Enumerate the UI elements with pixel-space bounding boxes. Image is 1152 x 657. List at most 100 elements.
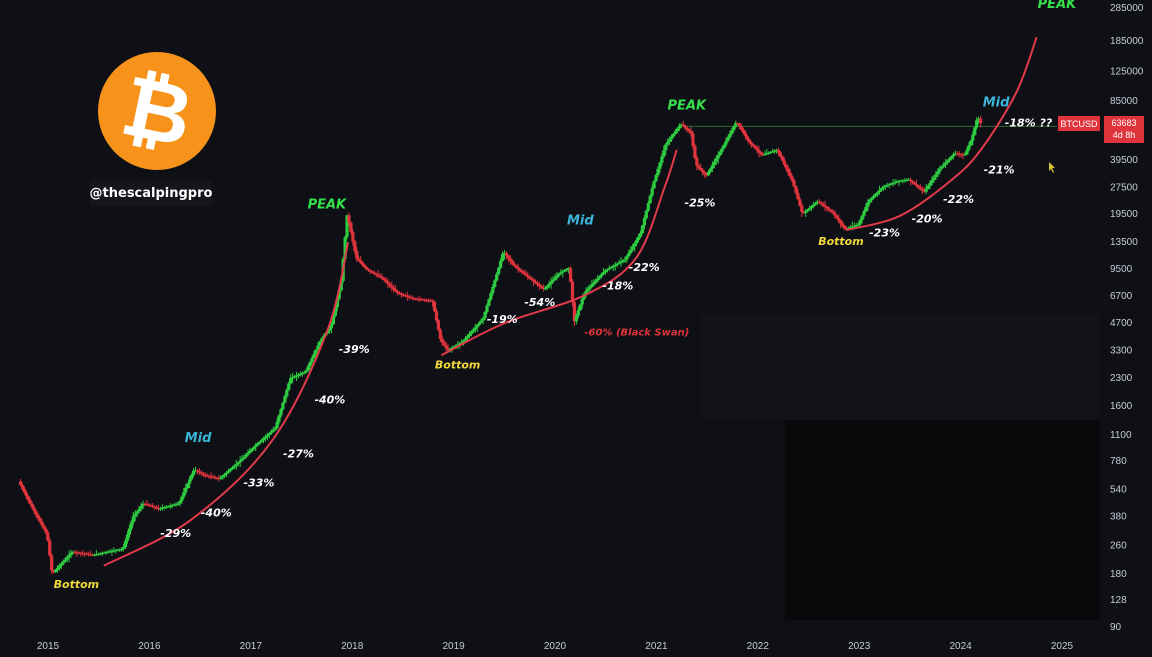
candle-body bbox=[197, 471, 201, 473]
candle-body bbox=[294, 375, 299, 377]
candle-body bbox=[776, 149, 781, 153]
candle-body bbox=[613, 264, 617, 267]
bitcoin-logo-icon: ₿ bbox=[98, 52, 216, 170]
candle-body bbox=[351, 232, 355, 242]
candle-body bbox=[306, 366, 310, 371]
candle-body bbox=[475, 325, 479, 328]
candle-body bbox=[71, 551, 75, 554]
candle-body bbox=[364, 267, 369, 270]
candle-body bbox=[739, 126, 744, 130]
price-badge: 63683 4d 8h bbox=[1104, 116, 1144, 143]
y-tick-label: 85000 bbox=[1110, 96, 1138, 107]
candle-body bbox=[809, 206, 814, 209]
candle-body bbox=[242, 456, 246, 459]
candle-body bbox=[648, 195, 652, 204]
candle-body bbox=[506, 255, 510, 259]
candle-body bbox=[769, 151, 773, 154]
candle-body bbox=[800, 205, 804, 212]
candle-body bbox=[279, 409, 283, 416]
candle-body bbox=[376, 274, 380, 276]
candle-body bbox=[329, 324, 334, 329]
annotation-mid: Mid bbox=[983, 96, 1010, 111]
candle-body bbox=[273, 428, 277, 430]
annotation-pct: -29% bbox=[160, 527, 191, 540]
candle-body bbox=[50, 555, 54, 571]
y-tick-label: 2300 bbox=[1110, 373, 1133, 384]
candle-body bbox=[485, 305, 489, 313]
candle-body bbox=[806, 209, 810, 212]
candle-body bbox=[693, 145, 697, 159]
candle-body bbox=[337, 290, 341, 299]
candle-body bbox=[743, 133, 748, 137]
candle-body bbox=[335, 298, 339, 308]
candle-body bbox=[949, 156, 954, 159]
candle-body bbox=[870, 197, 874, 200]
candle-body bbox=[432, 301, 437, 312]
candle-body bbox=[543, 287, 547, 290]
candle-body bbox=[83, 553, 87, 555]
candle-body bbox=[545, 285, 549, 288]
x-tick-label: 2022 bbox=[747, 641, 770, 652]
candle-body bbox=[600, 274, 604, 277]
candle-body bbox=[837, 218, 841, 221]
candle-body bbox=[574, 315, 578, 322]
candle-body bbox=[675, 128, 680, 132]
candle-body bbox=[403, 295, 407, 297]
candle-body bbox=[477, 322, 481, 326]
candle-body bbox=[446, 348, 450, 351]
candle-body bbox=[932, 177, 936, 181]
candle-body bbox=[741, 129, 746, 134]
candle-body bbox=[652, 181, 656, 189]
candle-body bbox=[922, 190, 926, 192]
candle-body bbox=[219, 477, 223, 479]
candle-body bbox=[209, 476, 213, 478]
candle-body bbox=[685, 127, 689, 130]
candle-body bbox=[706, 171, 711, 176]
candle-body bbox=[568, 267, 573, 282]
candle-body bbox=[139, 506, 143, 509]
candle-body bbox=[188, 479, 192, 484]
candle-body bbox=[615, 263, 619, 265]
y-tick-label: 380 bbox=[1110, 511, 1127, 522]
candle-body bbox=[207, 475, 211, 478]
candle-body bbox=[971, 134, 975, 141]
candle-body bbox=[312, 353, 316, 359]
candle-body bbox=[407, 296, 411, 298]
x-tick-label: 2018 bbox=[341, 641, 364, 652]
candle-body bbox=[605, 269, 610, 271]
candle-body bbox=[854, 225, 858, 227]
candle-body bbox=[434, 311, 439, 321]
candle-body bbox=[164, 506, 168, 508]
candle-body bbox=[918, 187, 922, 189]
candle-body bbox=[640, 225, 645, 234]
candle-body bbox=[633, 243, 637, 247]
candle-body bbox=[421, 299, 425, 301]
candle-body bbox=[172, 504, 176, 506]
x-tick-label: 2024 bbox=[949, 641, 972, 652]
candle-body bbox=[516, 267, 520, 270]
candle-body bbox=[123, 540, 128, 547]
candle-body bbox=[176, 503, 180, 505]
candle-body bbox=[493, 280, 497, 287]
candle-body bbox=[98, 553, 102, 555]
candle-body bbox=[938, 168, 942, 172]
candle-body bbox=[887, 184, 891, 186]
candle-body bbox=[703, 172, 707, 175]
candle-body bbox=[842, 225, 847, 229]
candle-body bbox=[135, 511, 139, 514]
candle-body bbox=[57, 565, 62, 568]
candle-body bbox=[734, 123, 738, 127]
candle-body bbox=[905, 179, 909, 182]
candle-body bbox=[42, 525, 46, 529]
candle-body bbox=[689, 131, 693, 134]
candle-body bbox=[889, 183, 893, 185]
candle-body bbox=[65, 557, 69, 560]
candle-body bbox=[430, 300, 435, 302]
annotation-pct: -21% bbox=[984, 164, 1015, 177]
candle-body bbox=[607, 268, 612, 270]
candle-body bbox=[104, 552, 108, 554]
candle-body bbox=[761, 154, 765, 156]
y-tick-label: 39500 bbox=[1110, 155, 1138, 166]
candle-body bbox=[930, 180, 934, 183]
candle-body bbox=[868, 199, 872, 203]
